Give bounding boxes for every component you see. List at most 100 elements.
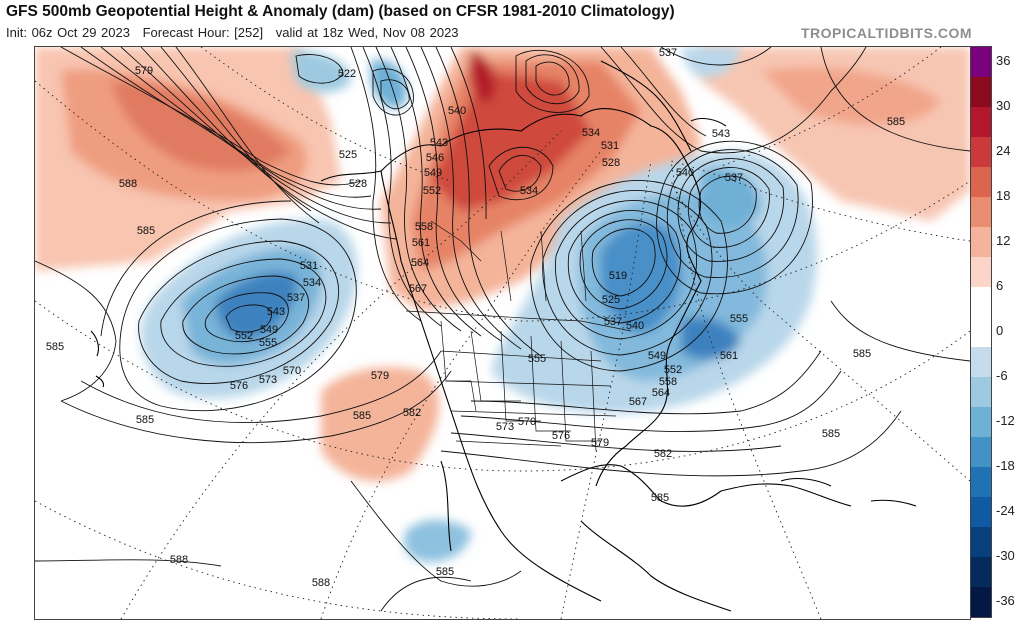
colorbar-tick-label: 12 [996,233,1011,248]
contour-label: 570 [283,365,301,377]
contour-label: 582 [654,448,672,460]
contour-label: 558 [415,221,433,233]
colorbar-segment [971,227,991,257]
contour-label: 552 [664,364,682,376]
colorbar-segment [971,77,991,107]
contour-label: 579 [135,65,153,77]
contour-label: 528 [349,178,367,190]
colorbar-tick-label: -24 [996,503,1015,518]
map-title: GFS 500mb Geopotential Height & Anomaly … [6,3,675,20]
colorbar-segment [971,587,991,617]
colorbar-segment [971,167,991,197]
contour-label: 537 [725,172,743,184]
colorbar-segment [971,197,991,227]
contour-label: 534 [303,277,321,289]
colorbar-tick-label: -6 [996,368,1008,383]
contour-label: 540 [676,167,694,179]
colorbar-segment [971,437,991,467]
political-boundaries [405,220,632,452]
colorbar-segment [971,557,991,587]
contour-label: 561 [720,350,738,362]
contour-label: 576 [552,430,570,442]
contour-label: 528 [602,157,620,169]
contour-label: 588 [170,554,188,566]
contour-label: 564 [411,257,429,269]
colorbar-segment [971,47,991,77]
contour-label: 543 [430,137,448,149]
contour-label: 537 [604,316,622,328]
colorbar-tick-label: -12 [996,413,1015,428]
colorbar-segment [971,287,991,317]
contour-label: 576 [230,380,248,392]
contour-label: 546 [426,152,444,164]
contour-label: 567 [629,396,647,408]
contour-label: 549 [648,350,666,362]
contour-label: 549 [260,324,278,336]
forecast-hour: Forecast Hour: [252] [142,25,264,40]
brand-watermark: TROPICALTIDBITS.COM [800,25,972,41]
colorbar-tick-label: -30 [996,548,1015,563]
colorbar-segment [971,407,991,437]
map-panel: 579 588 585 531 534 537 543 549 552 555 570 573 576 5… [34,46,971,620]
contour-label: 519 [609,270,627,282]
contour-label: 579 [371,370,389,382]
colorbar-tick-label: 6 [996,278,1004,293]
contour-label: 588 [312,577,330,589]
colorbar-tick-label: 24 [996,143,1011,158]
contour-label: 585 [651,492,669,504]
contour-label: 534 [582,127,600,139]
contour-label: 573 [496,421,514,433]
colorbar-segment [971,317,991,347]
colorbar-tick-label: 0 [996,323,1004,338]
contour-label: 585 [822,428,840,440]
contour-label: 585 [853,348,871,360]
contour-label: 582 [403,407,421,419]
contour-labels: 5795885855315345375435495525555705735765… [46,47,905,589]
contour-label: 585 [353,410,371,422]
contour-label: 585 [887,116,905,128]
contour-label: 585 [436,566,454,578]
colorbar-segment [971,347,991,377]
contour-label: 585 [46,341,64,353]
contour-label: 555 [730,313,748,325]
contour-label: 549 [424,167,442,179]
contour-label: 585 [137,225,155,237]
colorbar-segment [971,107,991,137]
colorbar-segment [971,497,991,527]
contour-label: 531 [300,260,318,272]
contour-label: 558 [659,376,677,388]
height-contours [35,47,970,612]
contour-label: 585 [136,414,154,426]
contour-label: 561 [412,237,430,249]
valid-time: valid at 18z Wed, Nov 08 2023 [275,25,459,40]
contour-label: 522 [338,68,356,80]
colorbar-segment [971,257,991,287]
contour-label: 537 [287,292,305,304]
contour-label: 567 [409,283,427,295]
graticule [35,47,970,619]
contour-label: 543 [712,128,730,140]
contour-label: 552 [235,330,253,342]
anomaly-map: 5795885855315345375435495525555705735765… [35,47,970,619]
run-info: Init: 06z Oct 29 2023 Forecast Hour: [25… [6,25,467,40]
contour-label: 588 [119,178,137,190]
colorbar-tick-label: 30 [996,98,1011,113]
colorbar-segment [971,467,991,497]
colorbar-segment [971,527,991,557]
contour-label: 579 [591,437,609,449]
contour-label: 573 [259,374,277,386]
contour-label: 555 [528,353,546,365]
colorbar-tick-label: -18 [996,458,1015,473]
colorbar-tick-label: -36 [996,593,1015,608]
contour-label: 552 [423,185,441,197]
contour-label: 534 [520,185,538,197]
colorbar-tick-label: 36 [996,53,1011,68]
colorbar-segment [971,137,991,167]
contour-label: 570 [518,416,536,428]
contour-label: 531 [601,140,619,152]
contour-label: 525 [339,149,357,161]
contour-label: 540 [448,105,466,117]
colorbar-segment [971,377,991,407]
colorbar-tick-label: 18 [996,188,1011,203]
contour-label: 555 [259,337,277,349]
